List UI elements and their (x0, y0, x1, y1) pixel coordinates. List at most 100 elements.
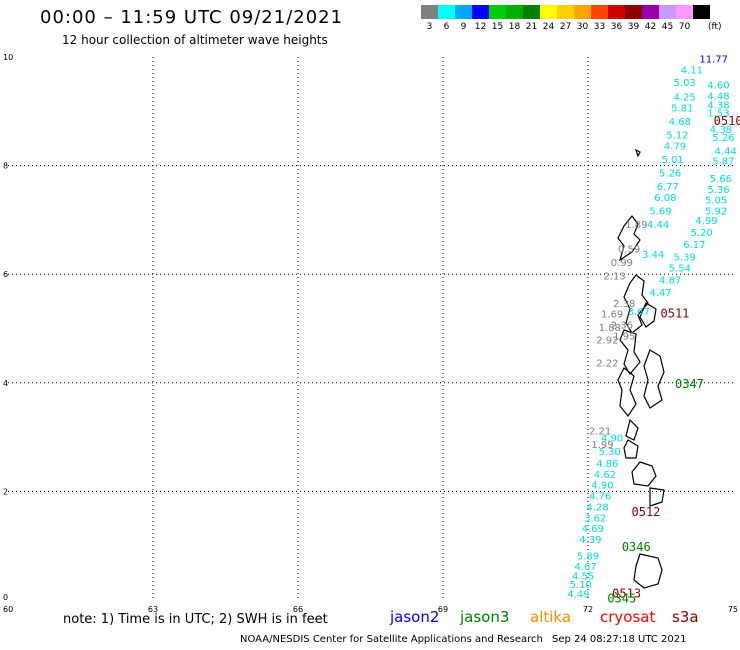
pass-time-label: 0347 (675, 377, 704, 391)
legend-label: 42 (644, 22, 657, 32)
legend-swatch (642, 5, 659, 19)
pass-time-label: 0346 (622, 540, 651, 554)
swh-value-label: 11.77 (699, 54, 728, 65)
swh-value-label: 3.44 (642, 250, 664, 261)
swh-value-label: 1.69 (601, 310, 623, 321)
legend-swatch (472, 5, 489, 19)
swh-value-label: 1.89 (625, 220, 647, 231)
swh-value-label: 5.89 (577, 551, 599, 562)
swh-value-label: 4.39 (579, 535, 601, 546)
legend-swatch (591, 5, 608, 19)
x-tick-label: 69 (438, 605, 448, 614)
swh-value-label: 4.44 (715, 147, 737, 158)
mission-label-jason3: jason3 (460, 608, 510, 626)
swh-value-label: 5.39 (674, 253, 696, 264)
legend-unit: (ft) (708, 22, 722, 32)
swh-value-label: 6.17 (683, 240, 705, 251)
legend-swatch (506, 5, 523, 19)
pass-time-label: 0513 (612, 586, 641, 600)
legend-label: 3 (426, 22, 433, 32)
legend-swatch (438, 5, 455, 19)
legend-label: 39 (627, 22, 640, 32)
swh-value-label: 2.36 (611, 321, 633, 332)
pass-time-label: 0512 (632, 505, 661, 519)
swh-value-label: 5.01 (661, 155, 683, 166)
swh-value-label: 2.38 (613, 299, 635, 310)
legend-swatch (489, 5, 506, 19)
swh-value-label: 4.55 (572, 571, 594, 582)
swh-value-label: 4.68 (669, 117, 691, 128)
swh-value-label: 6.08 (654, 193, 676, 204)
generated-timestamp: Sep 24 08:27:18 UTC 2021 (552, 634, 687, 645)
legend-label: 70 (678, 22, 691, 32)
mission-label-altika: altika (530, 608, 572, 626)
swh-value-label: 5.05 (705, 196, 727, 207)
swh-value-label: 5.92 (705, 206, 727, 217)
swh-value-label: 2.92 (596, 336, 618, 347)
y-tick-label: 0 (3, 593, 8, 602)
swh-value-label: 1.99 (591, 440, 613, 451)
legend-swatch (540, 5, 557, 19)
island-outline (634, 148, 641, 158)
swh-value-label: 4.38 (707, 101, 729, 112)
x-tick-label: 60 (3, 605, 13, 614)
legend-swatch (676, 5, 693, 19)
data-marks: 4.11 5.03 4.255.81 4.68 5.124.79 5.01 5.26 6.77… (567, 54, 740, 605)
legend-label: 27 (559, 22, 572, 32)
legend-swatch (625, 5, 642, 19)
island-outline (617, 215, 641, 262)
swh-value-label: 5.12 (666, 130, 688, 141)
credit-line: NOAA/NESDIS Center for Satellite Applica… (240, 634, 543, 645)
chart-subtitle: 12 hour collection of altimeter wave hei… (62, 33, 328, 47)
swh-value-label: 4.44 (647, 220, 669, 231)
legend-swatch (574, 5, 591, 19)
legend-swatch (455, 5, 472, 19)
island-outline (633, 553, 663, 589)
swh-value-label: 4.49 (567, 589, 589, 600)
swh-value-label: 5.54 (669, 263, 691, 274)
legend-swatch (608, 5, 625, 19)
swh-value-label: 5.30 (599, 447, 621, 458)
swh-value-label: 3.67 (628, 307, 650, 318)
mission-label-cryosat: cryosat (600, 608, 656, 626)
legend-swatch (693, 5, 710, 19)
swh-value-label: 4.87 (659, 275, 681, 286)
legend-label: 33 (593, 22, 606, 32)
x-tick-label: 63 (148, 605, 158, 614)
swh-value-label: 5.66 (710, 174, 732, 185)
swh-value-label: 4.11 (681, 65, 703, 76)
swh-value-label: 2.22 (596, 359, 618, 370)
x-tick-label: 72 (583, 605, 593, 614)
chart-title: 00:00 – 11:59 UTC 09/21/2021 (40, 7, 344, 28)
swh-value-label: 3.62 (584, 513, 606, 524)
swh-value-label: 4.28 (587, 502, 609, 513)
y-tick-label: 4 (3, 379, 8, 388)
swh-value-label: 4.90 (601, 433, 623, 444)
footer-note: note: 1) Time is in UTC; 2) SWH is in fe… (63, 612, 328, 627)
swh-value-label: 2.21 (589, 426, 611, 437)
legend-label: 12 (474, 22, 487, 32)
swh-value-label: 1.95 (613, 331, 635, 342)
swh-value-label: 4.99 (695, 216, 717, 227)
swh-value-label: 5.10 (570, 580, 592, 591)
legend-label: 15 (491, 22, 504, 32)
swh-value-label: 4.48 (707, 91, 729, 102)
swh-value-label: 5.87 (712, 157, 734, 168)
island-outline (619, 329, 641, 376)
legend-label: 30 (576, 22, 589, 32)
grid-lines (8, 57, 733, 600)
legend-label: 9 (460, 22, 467, 32)
legend-swatch (421, 5, 438, 19)
legend-label: 21 (525, 22, 538, 32)
coastline-islands (617, 148, 665, 589)
island-outline (625, 418, 639, 441)
swh-value-label: 4.79 (664, 141, 686, 152)
swh-value-label: 6.77 (657, 182, 679, 193)
legend-swatch (523, 5, 540, 19)
swh-value-label: 4.76 (589, 492, 611, 503)
axis-ticks: 60 63 66 69 72 75 0 2 4 6 8 10 (3, 53, 738, 614)
swh-value-label: 4.60 (707, 80, 729, 91)
legend-label: 18 (508, 22, 521, 32)
legend-label: 6 (443, 22, 450, 32)
